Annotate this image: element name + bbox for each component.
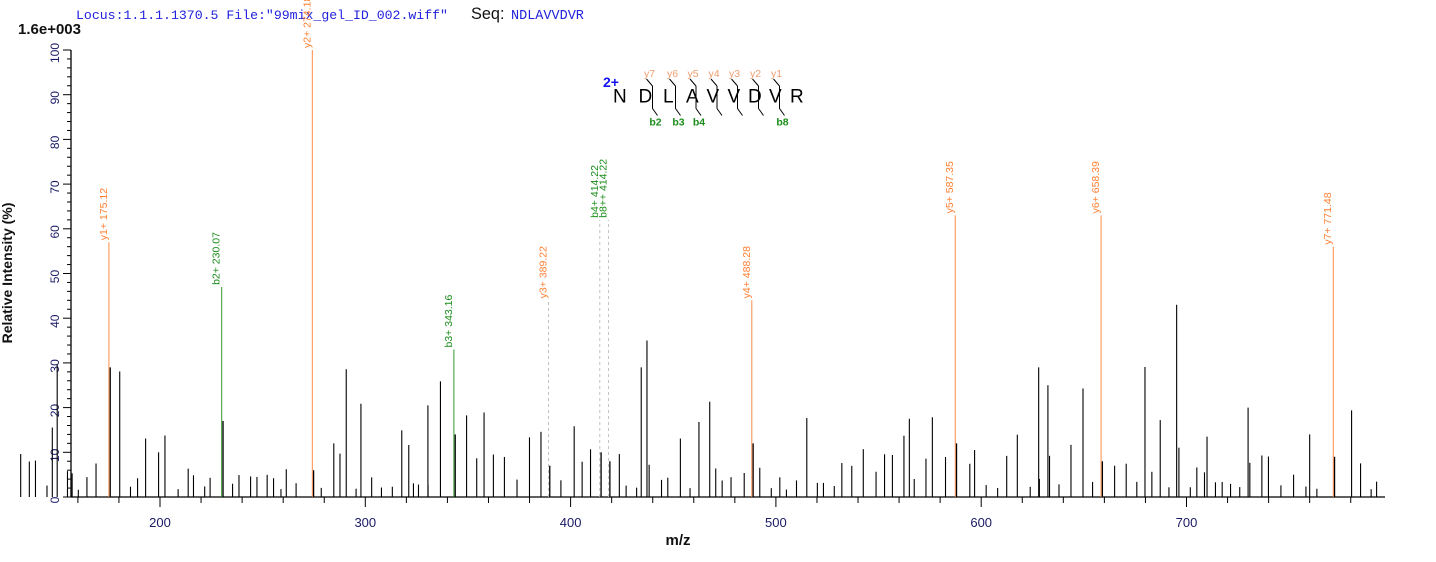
svg-text:y3: y3 — [729, 68, 740, 80]
svg-text:y1+ 175.12: y1+ 175.12 — [98, 188, 110, 240]
svg-text:NDLAVVDVR: NDLAVVDVR — [511, 9, 584, 24]
svg-text:R: R — [790, 87, 804, 108]
svg-text:b3+ 343.16: b3+ 343.16 — [443, 294, 455, 347]
svg-text:Locus:1.1.1.1370.5 File:"99mix: Locus:1.1.1.1370.5 File:"99mix_gel_ID_00… — [76, 8, 448, 23]
svg-text:L: L — [663, 87, 674, 108]
svg-text:V: V — [728, 87, 741, 108]
svg-text:N: N — [613, 87, 627, 108]
svg-text:10: 10 — [48, 448, 62, 462]
svg-text:700: 700 — [1176, 515, 1198, 530]
svg-text:b8: b8 — [776, 117, 788, 129]
svg-text:200: 200 — [149, 515, 171, 530]
svg-text:y6: y6 — [667, 68, 678, 80]
svg-text:V: V — [707, 87, 720, 108]
svg-text:y2+ 274.18: y2+ 274.18 — [301, 0, 313, 48]
svg-text:y5: y5 — [687, 68, 698, 80]
svg-text:y7+ 771.48: y7+ 771.48 — [1322, 192, 1334, 244]
svg-text:Relative Intensity (%): Relative Intensity (%) — [0, 203, 15, 344]
svg-text:y6+ 658.39: y6+ 658.39 — [1090, 161, 1102, 213]
svg-text:D: D — [639, 87, 653, 108]
svg-text:A: A — [686, 87, 699, 108]
svg-text:b2+ 230.07: b2+ 230.07 — [211, 232, 223, 285]
svg-text:b2: b2 — [649, 117, 661, 129]
svg-text:600: 600 — [970, 515, 992, 530]
svg-text:0: 0 — [48, 496, 62, 503]
svg-text:40: 40 — [48, 314, 62, 328]
svg-text:90: 90 — [48, 91, 62, 105]
svg-text:400: 400 — [560, 515, 582, 530]
svg-text:500: 500 — [765, 515, 787, 530]
svg-text:70: 70 — [48, 180, 62, 194]
svg-text:100: 100 — [48, 43, 62, 63]
svg-text:b3: b3 — [672, 117, 684, 129]
svg-text:80: 80 — [48, 135, 62, 149]
svg-text:b4: b4 — [693, 117, 705, 129]
svg-text:20: 20 — [48, 404, 62, 418]
svg-text:V: V — [769, 87, 782, 108]
svg-text:y1: y1 — [771, 68, 782, 80]
svg-text:300: 300 — [354, 515, 376, 530]
svg-text:50: 50 — [48, 270, 62, 284]
svg-text:y5+ 587.35: y5+ 587.35 — [944, 161, 956, 213]
svg-text:y4+ 488.28: y4+ 488.28 — [741, 246, 753, 298]
svg-text:1.6e+003: 1.6e+003 — [18, 21, 81, 38]
svg-text:y3+ 389.22: y3+ 389.22 — [537, 246, 549, 298]
svg-text:y7: y7 — [644, 68, 655, 80]
svg-text:m/z: m/z — [665, 532, 690, 549]
svg-text:b8++ 414.22: b8++ 414.22 — [598, 159, 610, 218]
svg-text:30: 30 — [48, 359, 62, 373]
svg-text:60: 60 — [48, 225, 62, 239]
svg-text:y4: y4 — [708, 68, 719, 80]
svg-text:Seq:: Seq: — [471, 5, 505, 23]
svg-text:y2: y2 — [750, 68, 761, 80]
svg-text:D: D — [748, 87, 762, 108]
